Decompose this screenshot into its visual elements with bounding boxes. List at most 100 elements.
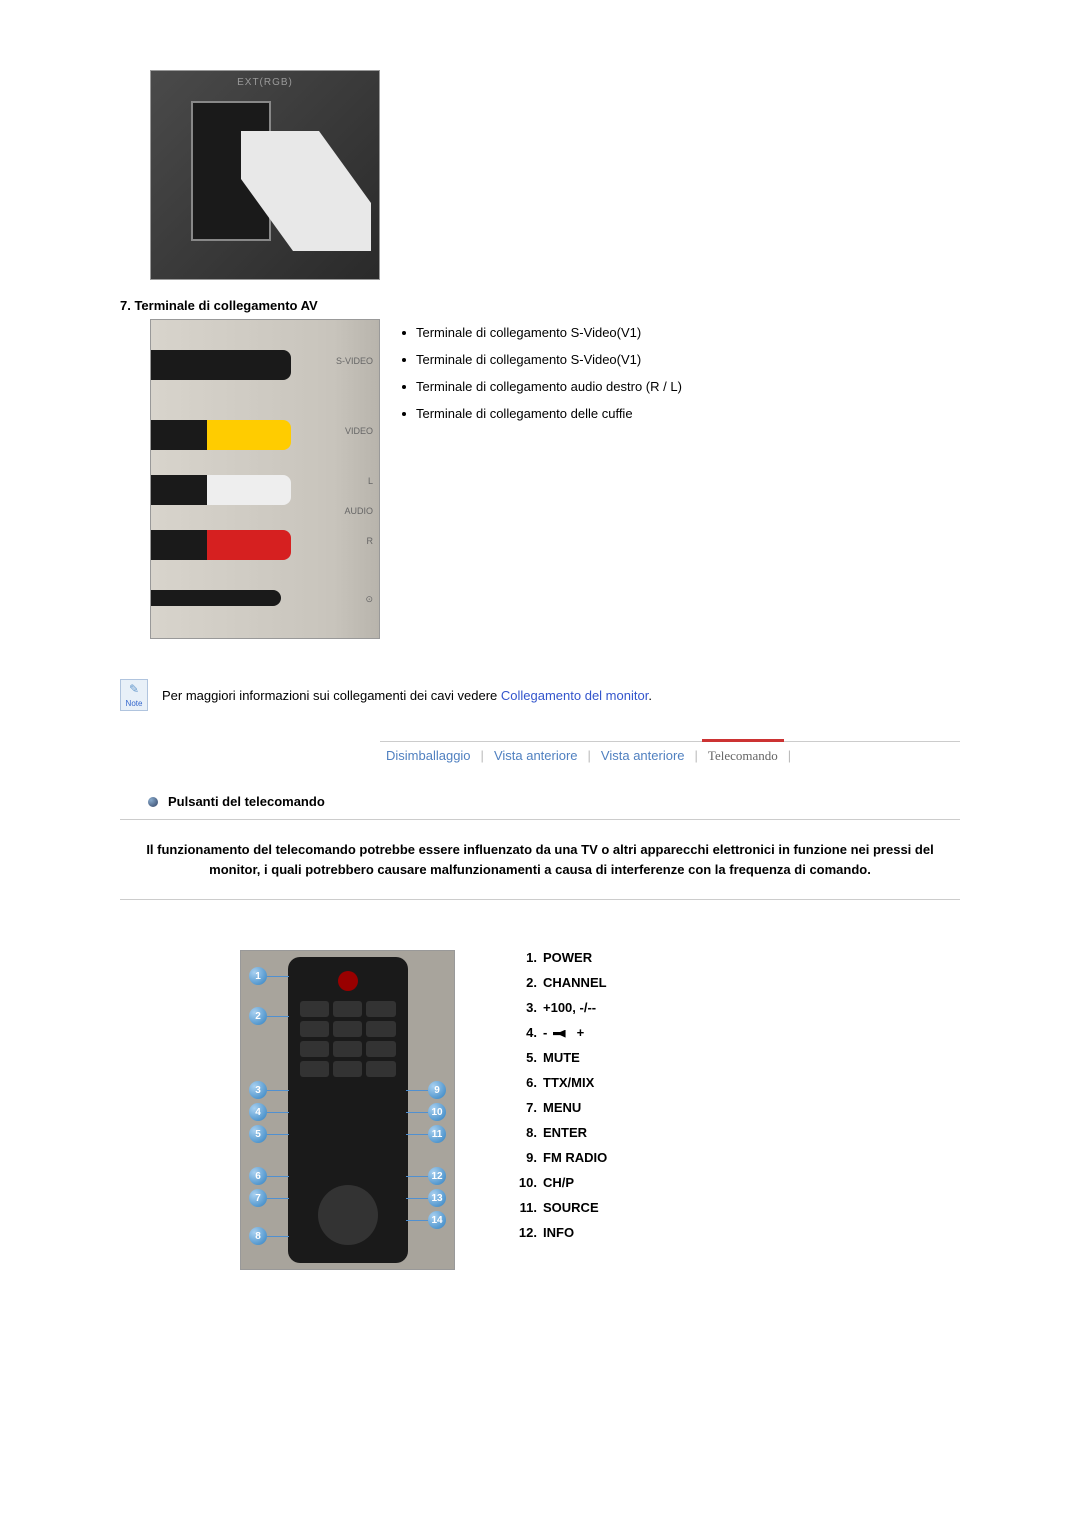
section-scart: EXT(RGB) 7. Terminale di collegamento AV… (120, 70, 960, 639)
bullet-icon (148, 797, 158, 807)
av-label-video: VIDEO (345, 426, 373, 436)
remote-warning-text: Il funzionamento del telecomando potrebb… (140, 840, 940, 879)
callout-8: 8 (249, 1227, 267, 1245)
remote-list-item: MUTE (515, 1050, 607, 1065)
av-list-item: Terminale di collegamento delle cuffie (400, 406, 682, 421)
callout-9: 9 (428, 1081, 446, 1099)
note-text-after: . (648, 688, 652, 703)
callout-6: 6 (249, 1167, 267, 1185)
callout-line (267, 1016, 289, 1017)
remote-list-item: MENU (515, 1100, 607, 1115)
remote-key (366, 1021, 395, 1037)
callout-line (267, 1198, 289, 1199)
remote-body (288, 957, 408, 1263)
scart-image: EXT(RGB) (150, 70, 380, 280)
cable-headphone (151, 590, 281, 606)
section-7-title: 7. Terminale di collegamento AV (120, 298, 960, 313)
remote-key (300, 1001, 329, 1017)
remote-power-btn (338, 971, 358, 991)
remote-heading-row: Pulsanti del telecomando (148, 794, 960, 809)
remote-list-item: FM RADIO (515, 1150, 607, 1165)
av-label-r: R (367, 536, 374, 546)
divider (120, 819, 960, 820)
note-text-before: Per maggiori informazioni sui collegamen… (162, 688, 501, 703)
callout-line (267, 1090, 289, 1091)
callout-2: 2 (249, 1007, 267, 1025)
av-terminal-list: Terminale di collegamento S-Video(V1) Te… (400, 319, 682, 433)
av-connectors-image: S-VIDEO VIDEO L AUDIO R ⊙ (150, 319, 380, 639)
remote-list-item: CHANNEL (515, 975, 607, 990)
callout-5: 5 (249, 1125, 267, 1143)
av-list-item: Terminale di collegamento S-Video(V1) (400, 325, 682, 340)
remote-key (333, 1061, 362, 1077)
callout-14: 14 (428, 1211, 446, 1229)
note-icon: Note (120, 679, 148, 711)
remote-list-item: +100, -/-- (515, 1000, 607, 1015)
remote-keypad (300, 1001, 396, 1077)
remote-row: 1 2 3 4 5 6 7 8 9 10 11 12 13 14 POWER C… (240, 950, 960, 1270)
av-label-svideo: S-VIDEO (336, 356, 373, 366)
remote-list-item: TTX/MIX (515, 1075, 607, 1090)
tab-vista-anteriore-1[interactable]: Vista anteriore (488, 748, 584, 764)
callout-line (406, 1198, 428, 1199)
tab-disimballaggio[interactable]: Disimballaggio (380, 748, 477, 764)
cable-audio-r (151, 530, 291, 560)
remote-key (366, 1001, 395, 1017)
callout-line (267, 976, 289, 977)
callout-line (267, 1236, 289, 1237)
remote-list-item: INFO (515, 1225, 607, 1240)
remote-heading: Pulsanti del telecomando (168, 794, 325, 809)
remote-key (366, 1061, 395, 1077)
av-list-item: Terminale di collegamento S-Video(V1) (400, 352, 682, 367)
callout-line (406, 1134, 428, 1135)
cable-svideo (151, 350, 291, 380)
tab-telecomando[interactable]: Telecomando (702, 739, 784, 764)
cable-video (151, 420, 291, 450)
remote-dpad (318, 1185, 378, 1245)
av-list-item: Terminale di collegamento audio destro (… (400, 379, 682, 394)
callout-line (406, 1176, 428, 1177)
tab-separator: | (481, 748, 484, 764)
remote-image: 1 2 3 4 5 6 7 8 9 10 11 12 13 14 (240, 950, 455, 1270)
remote-key (300, 1021, 329, 1037)
note-row: Note Per maggiori informazioni sui colle… (120, 679, 960, 711)
remote-button-list: POWER CHANNEL +100, -/-- - + MUTE TTX/MI… (515, 950, 607, 1270)
callout-1: 1 (249, 967, 267, 985)
remote-list-item: - + (515, 1025, 607, 1040)
remote-list-item: ENTER (515, 1125, 607, 1140)
callout-13: 13 (428, 1189, 446, 1207)
callout-line (267, 1176, 289, 1177)
remote-key (366, 1041, 395, 1057)
callout-4: 4 (249, 1103, 267, 1121)
callout-line (267, 1112, 289, 1113)
tab-vista-anteriore-2[interactable]: Vista anteriore (595, 748, 691, 764)
cable-audio-l (151, 475, 291, 505)
callout-line (406, 1090, 428, 1091)
remote-key (333, 1041, 362, 1057)
callout-line (267, 1134, 289, 1135)
tab-bar: Disimballaggio | Vista anteriore | Vista… (380, 741, 960, 764)
remote-list-item: SOURCE (515, 1200, 607, 1215)
callout-12: 12 (428, 1167, 446, 1185)
callout-3: 3 (249, 1081, 267, 1099)
callout-7: 7 (249, 1189, 267, 1207)
callout-line (406, 1112, 428, 1113)
note-icon-label: Note (126, 699, 143, 708)
note-link[interactable]: Collegamento del monitor (501, 688, 648, 703)
scart-port-label: EXT(RGB) (237, 77, 293, 88)
tab-separator: | (695, 748, 698, 764)
divider (120, 899, 960, 900)
remote-list-item: POWER (515, 950, 607, 965)
remote-key (333, 1001, 362, 1017)
note-text: Per maggiori informazioni sui collegamen… (162, 688, 652, 703)
remote-key (333, 1021, 362, 1037)
volume-icon (553, 1030, 571, 1038)
remote-list-item: CH/P (515, 1175, 607, 1190)
remote-key (300, 1061, 329, 1077)
callout-11: 11 (428, 1125, 446, 1143)
av-label-jack: ⊙ (365, 594, 373, 605)
callout-line (406, 1220, 428, 1221)
av-label-audio: AUDIO (344, 506, 373, 516)
tab-separator: | (788, 748, 791, 764)
section-7-row: S-VIDEO VIDEO L AUDIO R ⊙ Terminale di c… (120, 319, 960, 639)
